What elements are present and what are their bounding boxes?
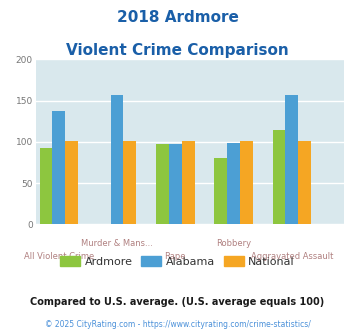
Text: Rape: Rape [165, 252, 186, 261]
Text: Compared to U.S. average. (U.S. average equals 100): Compared to U.S. average. (U.S. average … [31, 297, 324, 307]
Text: © 2025 CityRating.com - https://www.cityrating.com/crime-statistics/: © 2025 CityRating.com - https://www.city… [45, 320, 310, 329]
Bar [124, 141, 136, 224]
Bar [65, 141, 78, 224]
Text: 2018 Ardmore: 2018 Ardmore [116, 10, 239, 25]
Bar [156, 145, 169, 224]
Text: Violent Crime Comparison: Violent Crime Comparison [66, 43, 289, 58]
Bar [182, 141, 195, 224]
Bar [169, 145, 182, 224]
Bar [273, 129, 285, 224]
Bar [53, 112, 65, 224]
Text: All Violent Crime: All Violent Crime [24, 252, 94, 261]
Bar [285, 95, 298, 224]
Text: Robbery: Robbery [216, 239, 251, 248]
Bar [111, 95, 124, 224]
Bar [227, 143, 240, 224]
Text: Aggravated Assault: Aggravated Assault [251, 252, 333, 261]
Legend: Ardmore, Alabama, National: Ardmore, Alabama, National [56, 252, 299, 272]
Text: Murder & Mans...: Murder & Mans... [81, 239, 153, 248]
Bar [214, 157, 227, 224]
Bar [39, 148, 53, 224]
Bar [298, 141, 311, 224]
Bar [240, 141, 253, 224]
